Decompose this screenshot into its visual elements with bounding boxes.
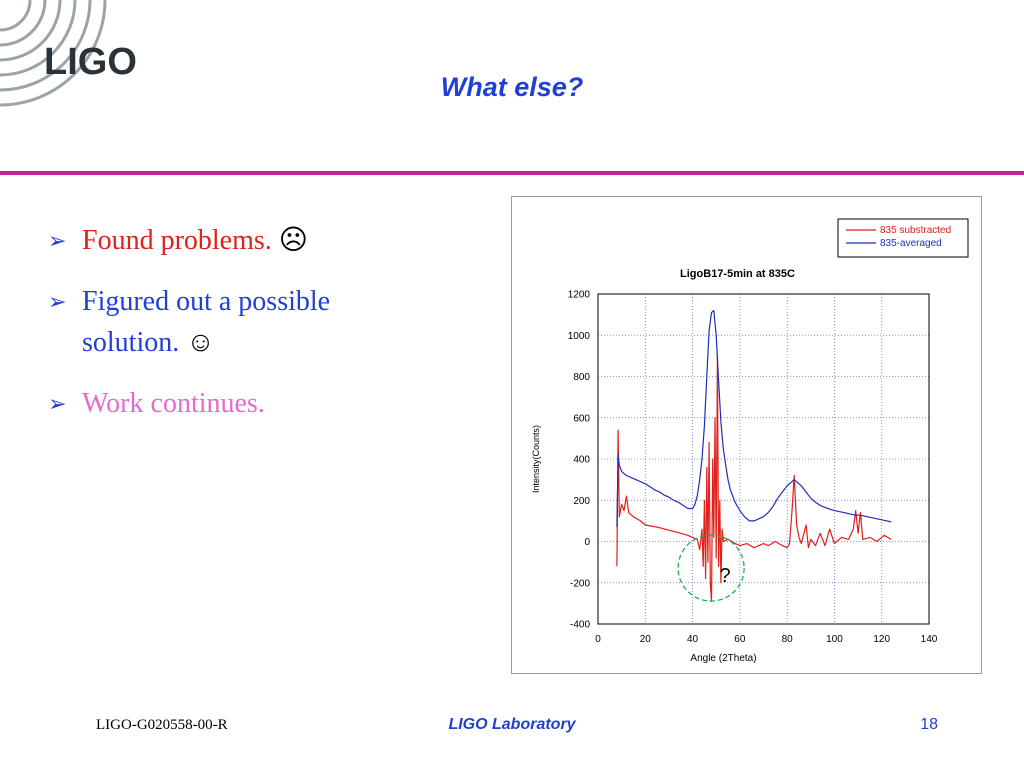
- bullet-list: ➢ Found problems. ☹ ➢ Figured out a possibl…: [48, 220, 428, 444]
- x-tick-label: 120: [873, 634, 890, 645]
- y-tick-label: 200: [573, 496, 590, 507]
- x-tick-label: 40: [687, 634, 699, 645]
- x-tick-label: 80: [782, 634, 794, 645]
- logo-text: LIGO: [44, 41, 137, 83]
- x-tick-label: 100: [826, 634, 843, 645]
- legend-box: [837, 218, 969, 258]
- y-tick-label: 1000: [568, 331, 591, 342]
- x-tick-label: 140: [921, 634, 938, 645]
- footer-lab: LIGO Laboratory: [448, 716, 576, 733]
- annotation-text: ?: [720, 565, 731, 587]
- y-axis-label: Intensity(Counts): [531, 425, 541, 493]
- x-tick-label: 60: [734, 634, 746, 645]
- footer-doc-id: LIGO-G020558-00-R: [96, 717, 228, 733]
- series-line-averaged: [616, 309, 892, 528]
- ligo-logo: LIGO: [0, 0, 137, 107]
- chart-panel: 0 20 40 60 80 100 120 140 -400 -200 0 200 400 600 800 1…: [511, 196, 982, 674]
- sad-face-icon: ☹: [278, 225, 308, 256]
- bullet-text: Found problems.: [82, 225, 279, 256]
- bullet-arrow-icon: ➢: [48, 228, 67, 253]
- legend-label: 835 substracted: [880, 225, 951, 236]
- bullet-text: Work continues.: [82, 388, 265, 419]
- bullet-arrow-icon: ➢: [48, 391, 67, 416]
- y-tick-label: 0: [584, 537, 590, 548]
- y-tick-label: 800: [573, 372, 590, 383]
- slide-title: What else?: [440, 72, 584, 102]
- y-tick-label: 600: [573, 413, 590, 424]
- chart-title: LigoB17-5min at 835C: [680, 268, 795, 280]
- smiley-face-icon: ☺: [186, 327, 215, 358]
- annotation-circle: [677, 534, 745, 602]
- x-tick-label: 20: [640, 634, 652, 645]
- title-divider: [0, 171, 1024, 175]
- series-line-subtracted: [616, 355, 892, 602]
- logo-ring: [0, 0, 47, 47]
- y-tick-label: 400: [573, 455, 590, 466]
- bullet-item: ➢ Found problems. ☹: [48, 220, 428, 261]
- bullet-text: Figured out a possible solution.: [82, 286, 331, 358]
- y-tick-label: -200: [570, 578, 590, 589]
- plot-frame: [597, 293, 930, 625]
- y-tick-label: -400: [570, 620, 590, 631]
- x-tick-label: 0: [595, 634, 601, 645]
- logo-ring: [0, 0, 32, 32]
- legend-label: 835-averaged: [880, 238, 942, 249]
- bullet-item: ➢ Work continues.: [48, 383, 428, 424]
- x-axis-label: Angle (2Theta): [690, 653, 756, 664]
- xrd-chart: 0 20 40 60 80 100 120 140 -400 -200 0 200 400 600 800 1…: [531, 218, 969, 664]
- footer-page-number: 18: [920, 716, 938, 733]
- bullet-item: ➢ Figured out a possible solution. ☺: [48, 281, 428, 363]
- bullet-arrow-icon: ➢: [48, 289, 67, 314]
- y-tick-label: 1200: [568, 290, 591, 301]
